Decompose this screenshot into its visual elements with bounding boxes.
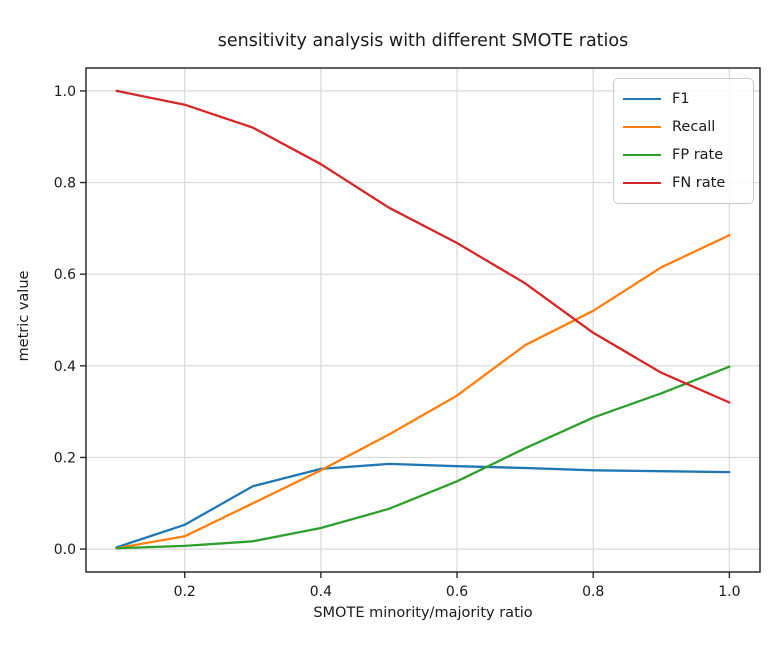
legend-line-sample-recall — [623, 126, 661, 128]
legend-line-sample-fn-rate — [623, 182, 661, 184]
line-fp-rate — [115, 365, 731, 550]
chart-title: sensitivity analysis with different SMOT… — [217, 31, 629, 51]
x-tick-label: 0.2 — [174, 584, 196, 600]
y-tick-label: 0.6 — [54, 267, 76, 283]
legend-label: FP rate — [672, 147, 724, 163]
legend-item-f1: F1 — [623, 85, 743, 113]
x-tick-label: 1.0 — [718, 584, 740, 600]
y-tick-label: 0.4 — [54, 359, 76, 375]
x-tick-label: 0.6 — [446, 584, 468, 600]
y-tick-label: 0.8 — [54, 176, 76, 192]
legend-label: FN rate — [672, 175, 726, 191]
line-recall — [115, 234, 731, 550]
legend-item-fp-rate: FP rate — [623, 141, 743, 169]
y-tick-label: 1.0 — [54, 84, 76, 100]
legend-line-sample-f1 — [623, 98, 661, 100]
legend-item-recall: Recall — [623, 113, 743, 141]
legend-line-sample-fp-rate — [623, 154, 661, 156]
line-fn-rate — [115, 89, 731, 404]
legend-label: F1 — [672, 91, 690, 107]
legend: F1 Recall FP rate FN rate — [613, 78, 754, 204]
x-axis-label: SMOTE minority/majority ratio — [313, 605, 533, 621]
x-tick-label: 0.4 — [310, 584, 332, 600]
legend-label: Recall — [672, 119, 716, 135]
axes-spines — [85, 67, 761, 573]
y-tick-label: 0.2 — [54, 450, 76, 466]
x-tick-label: 0.8 — [582, 584, 604, 600]
y-axis-label: metric value — [16, 270, 32, 362]
y-tick-label: 0.0 — [54, 542, 76, 558]
legend-item-fn-rate: FN rate — [623, 169, 743, 197]
line-f1 — [115, 462, 731, 549]
